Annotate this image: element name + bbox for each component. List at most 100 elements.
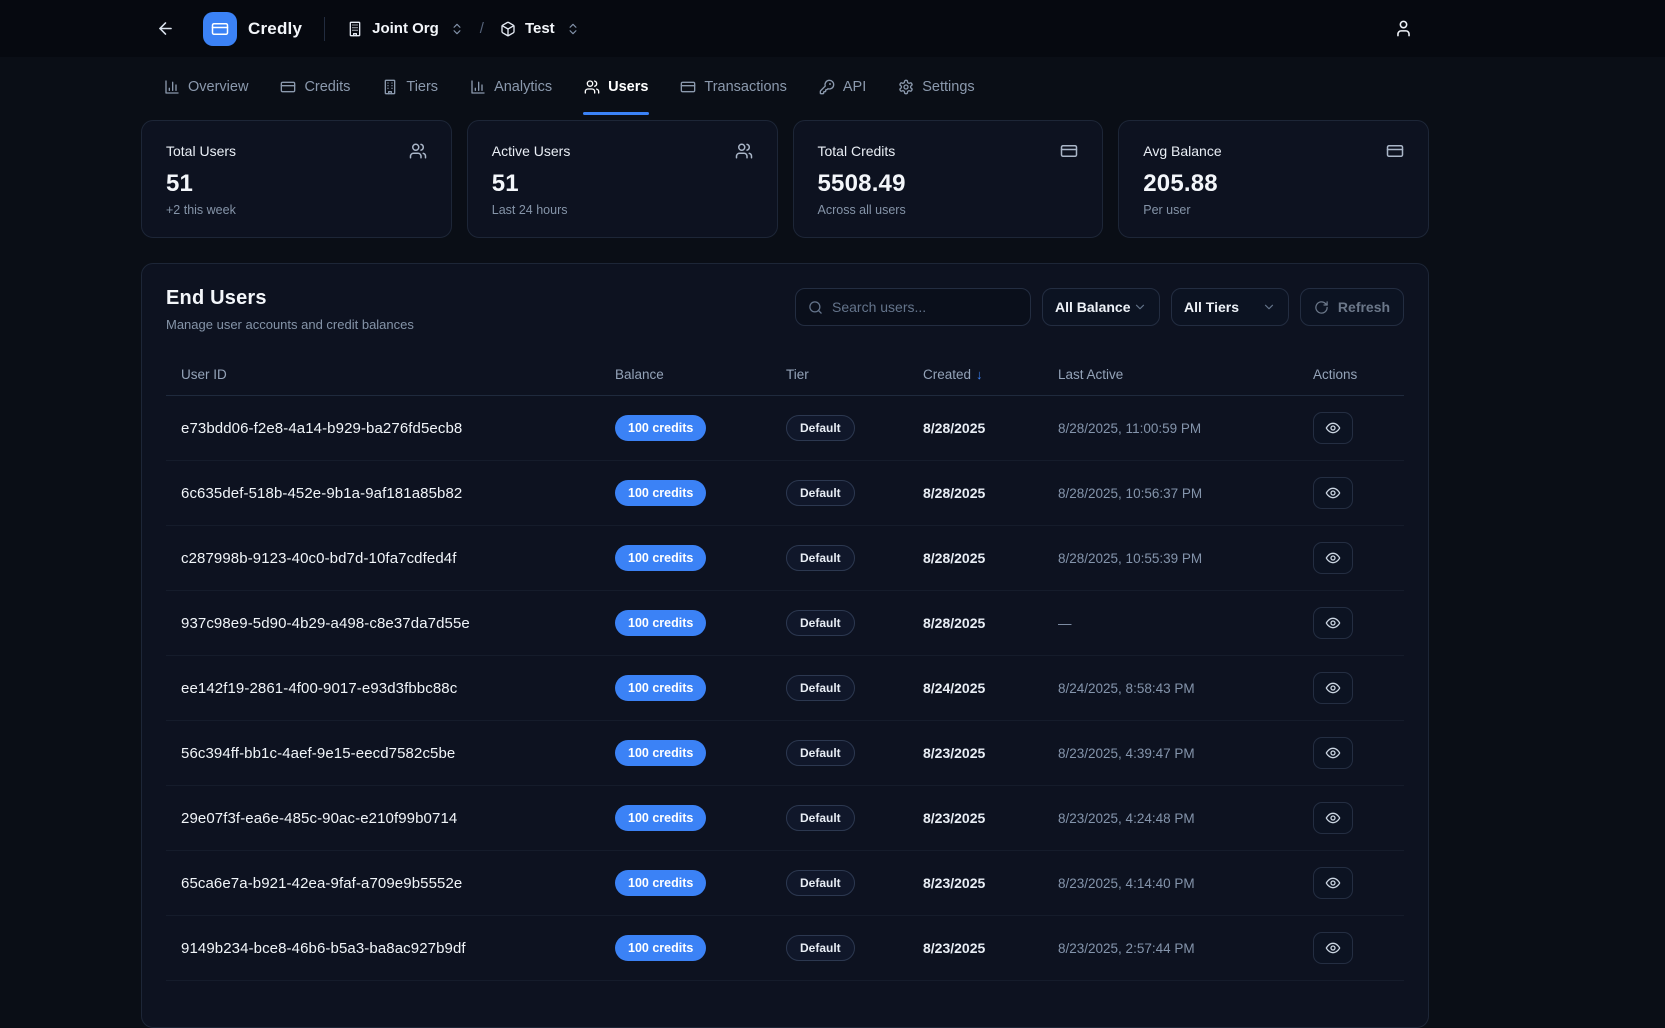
refresh-button[interactable]: Refresh <box>1300 288 1404 326</box>
bar-chart-icon <box>164 79 180 95</box>
tier-cell: Default <box>786 805 923 831</box>
actions-cell <box>1313 932 1404 964</box>
tab-bar: Overview Credits Tiers Analytics Users T… <box>141 57 1429 115</box>
view-user-button[interactable] <box>1313 802 1353 834</box>
stat-subtitle: Across all users <box>818 203 1079 217</box>
tab-label: Tiers <box>406 79 438 95</box>
view-user-button[interactable] <box>1313 867 1353 899</box>
tier-cell: Default <box>786 675 923 701</box>
building-icon <box>382 79 398 95</box>
created-cell: 8/28/2025 <box>923 420 1058 436</box>
created-cell: 8/28/2025 <box>923 615 1058 631</box>
users-table: User ID Balance Tier Created↓ Last Activ… <box>166 354 1404 981</box>
column-header-user-id[interactable]: User ID <box>181 367 615 382</box>
created-cell: 8/23/2025 <box>923 940 1058 956</box>
package-icon <box>500 21 516 37</box>
actions-cell <box>1313 802 1404 834</box>
back-button[interactable] <box>150 13 181 44</box>
table-row: 9149b234-bce8-46b6-b5a3-ba8ac927b9df 100… <box>166 916 1404 981</box>
balance-cell: 100 credits <box>615 805 786 831</box>
user-menu-button[interactable] <box>1390 15 1417 42</box>
user-icon <box>1394 19 1413 38</box>
stat-title: Active Users <box>492 143 571 159</box>
view-user-button[interactable] <box>1313 737 1353 769</box>
tier-cell: Default <box>786 870 923 896</box>
stat-card-total-users: Total Users 51 +2 this week <box>141 120 452 238</box>
tier-filter-select[interactable]: All Tiers <box>1171 288 1289 326</box>
chevrons-up-down-icon <box>450 22 464 36</box>
refresh-label: Refresh <box>1338 299 1390 315</box>
created-cell: 8/23/2025 <box>923 875 1058 891</box>
tab-users[interactable]: Users <box>583 75 649 115</box>
stat-value: 51 <box>492 170 753 198</box>
top-navbar: Credly Joint Org / Test <box>0 0 1665 57</box>
balance-filter-select[interactable]: All Balance <box>1042 288 1160 326</box>
tier-cell: Default <box>786 480 923 506</box>
tier-badge: Default <box>786 545 855 571</box>
user-id-cell: e73bdd06-f2e8-4a14-b929-ba276fd5ecb8 <box>181 420 615 437</box>
sort-desc-icon: ↓ <box>976 367 983 382</box>
tier-badge: Default <box>786 480 855 506</box>
last-active-cell: 8/28/2025, 11:00:59 PM <box>1058 421 1313 436</box>
last-active-cell: 8/23/2025, 4:39:47 PM <box>1058 746 1313 761</box>
end-users-panel: End Users Manage user accounts and credi… <box>141 263 1429 1028</box>
brand: Credly <box>203 12 302 46</box>
actions-cell <box>1313 412 1404 444</box>
eye-icon <box>1325 875 1341 891</box>
balance-badge: 100 credits <box>615 935 706 961</box>
key-icon <box>819 79 835 95</box>
balance-cell: 100 credits <box>615 870 786 896</box>
view-user-button[interactable] <box>1313 607 1353 639</box>
balance-cell: 100 credits <box>615 610 786 636</box>
eye-icon <box>1325 485 1341 501</box>
tier-cell: Default <box>786 545 923 571</box>
project-switcher[interactable]: Test <box>500 20 580 37</box>
eye-icon <box>1325 810 1341 826</box>
tier-badge: Default <box>786 870 855 896</box>
search-input[interactable] <box>832 299 1018 315</box>
user-id-cell: c287998b-9123-40c0-bd7d-10fa7cdfed4f <box>181 550 615 567</box>
column-header-last-active[interactable]: Last Active <box>1058 367 1313 382</box>
credly-logo-icon <box>203 12 237 46</box>
view-user-button[interactable] <box>1313 932 1353 964</box>
credit-card-icon <box>1386 142 1404 160</box>
column-header-balance[interactable]: Balance <box>615 367 786 382</box>
tier-badge: Default <box>786 415 855 441</box>
tab-label: Transactions <box>704 79 786 95</box>
search-icon <box>808 300 823 315</box>
users-icon <box>735 142 753 160</box>
balance-cell: 100 credits <box>615 675 786 701</box>
tab-credits[interactable]: Credits <box>279 75 351 115</box>
stat-subtitle: +2 this week <box>166 203 427 217</box>
chevrons-up-down-icon <box>566 22 580 36</box>
tab-settings[interactable]: Settings <box>897 75 975 115</box>
tab-tiers[interactable]: Tiers <box>381 75 439 115</box>
created-cell: 8/28/2025 <box>923 550 1058 566</box>
eye-icon <box>1325 420 1341 436</box>
table-row: 29e07f3f-ea6e-485c-90ac-e210f99b0714 100… <box>166 786 1404 851</box>
actions-cell <box>1313 672 1404 704</box>
tier-badge: Default <box>786 935 855 961</box>
table-controls: All Balance All Tiers Refresh <box>795 288 1404 326</box>
eye-icon <box>1325 940 1341 956</box>
column-header-tier[interactable]: Tier <box>786 367 923 382</box>
stat-title: Total Users <box>166 143 236 159</box>
table-row: c287998b-9123-40c0-bd7d-10fa7cdfed4f 100… <box>166 526 1404 591</box>
tab-label: Users <box>608 79 648 95</box>
view-user-button[interactable] <box>1313 477 1353 509</box>
tab-api[interactable]: API <box>818 75 867 115</box>
created-cell: 8/28/2025 <box>923 485 1058 501</box>
stat-value: 5508.49 <box>818 170 1079 198</box>
table-header-row: User ID Balance Tier Created↓ Last Activ… <box>166 354 1404 396</box>
column-header-created[interactable]: Created↓ <box>923 367 1058 382</box>
tab-label: API <box>843 79 866 95</box>
view-user-button[interactable] <box>1313 542 1353 574</box>
org-switcher[interactable]: Joint Org <box>347 20 464 37</box>
tab-analytics[interactable]: Analytics <box>469 75 553 115</box>
tab-label: Overview <box>188 79 248 95</box>
view-user-button[interactable] <box>1313 672 1353 704</box>
view-user-button[interactable] <box>1313 412 1353 444</box>
balance-badge: 100 credits <box>615 675 706 701</box>
tab-transactions[interactable]: Transactions <box>679 75 787 115</box>
tab-overview[interactable]: Overview <box>163 75 249 115</box>
